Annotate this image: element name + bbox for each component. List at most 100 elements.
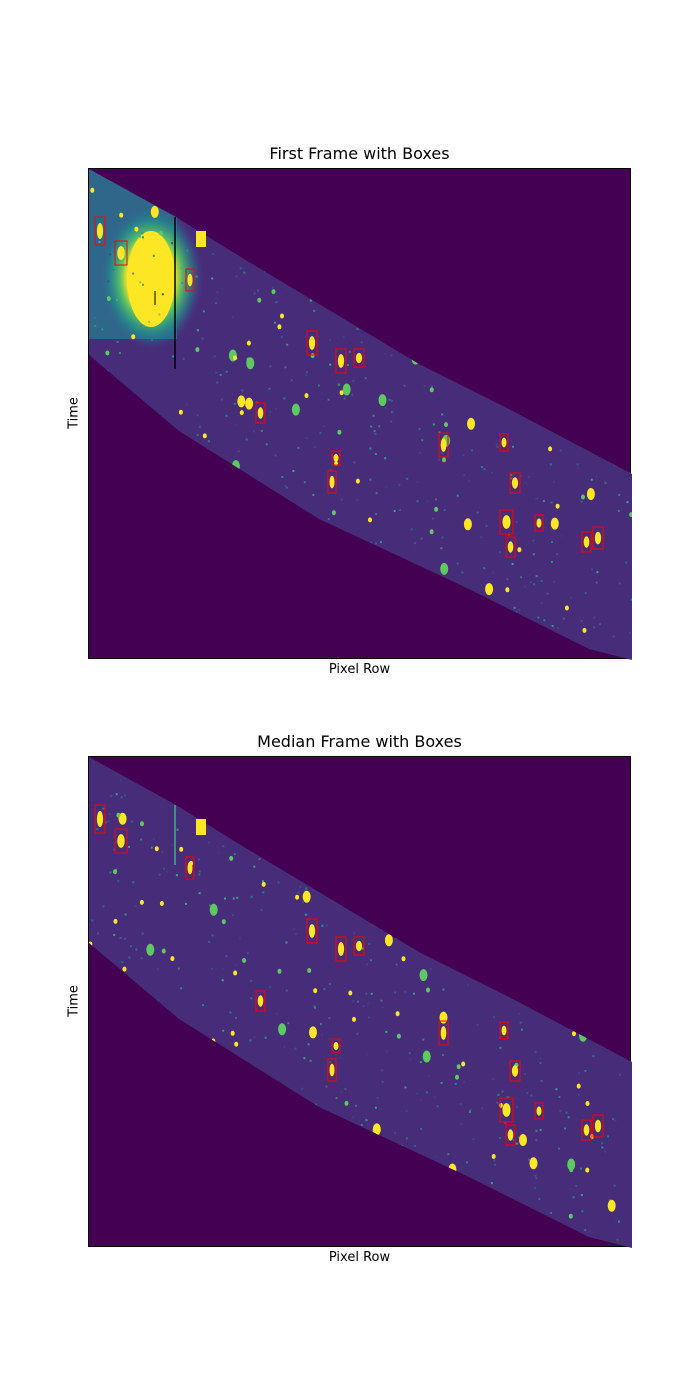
noise-speckle <box>275 301 278 304</box>
x-axis-label: Pixel Row <box>328 1250 391 1265</box>
star-source <box>280 596 285 602</box>
noise-speckle <box>615 932 618 935</box>
noise-speckle <box>235 964 238 967</box>
noise-speckle <box>196 329 199 332</box>
boxed-source <box>440 438 447 452</box>
noise-speckle <box>599 969 602 972</box>
noise-speckle <box>425 1091 428 1094</box>
noise-speckle <box>457 1207 460 1210</box>
noise-speckle <box>172 795 175 798</box>
noise-speckle <box>491 867 493 869</box>
noise-speckle <box>144 759 147 762</box>
noise-speckle <box>197 776 200 779</box>
noise-speckle <box>615 1217 618 1220</box>
noise-speckle <box>208 841 210 844</box>
noise-speckle <box>609 915 612 918</box>
noise-speckle <box>209 205 212 208</box>
noise-speckle <box>580 619 583 622</box>
noise-speckle <box>94 316 96 319</box>
noise-speckle <box>548 192 551 195</box>
star-source <box>470 776 475 782</box>
noise-speckle <box>177 232 180 235</box>
star-source <box>215 559 224 572</box>
noise-speckle <box>331 1220 334 1223</box>
noise-speckle <box>623 381 626 384</box>
star-source <box>289 217 294 223</box>
noise-speckle <box>482 757 485 760</box>
noise-speckle <box>399 509 401 512</box>
star-source <box>390 184 395 190</box>
detection-box <box>581 531 592 553</box>
star-source <box>426 987 430 993</box>
noise-speckle <box>186 177 189 180</box>
chart-title: Median Frame with Boxes <box>257 732 462 751</box>
noise-speckle <box>139 1094 142 1097</box>
star-source <box>271 289 276 295</box>
noise-speckle <box>618 1073 621 1076</box>
noise-speckle <box>343 769 346 772</box>
noise-speckle <box>374 513 377 516</box>
noise-speckle <box>454 608 457 611</box>
noise-speckle <box>607 777 610 779</box>
noise-speckle <box>176 828 179 831</box>
noise-speckle <box>201 1236 203 1239</box>
noise-speckle <box>443 311 446 314</box>
noise-speckle <box>118 352 121 354</box>
noise-speckle <box>508 931 511 934</box>
noise-speckle <box>436 1200 439 1203</box>
noise-speckle <box>493 1016 495 1019</box>
noise-speckle <box>177 435 180 438</box>
noise-speckle <box>227 644 230 647</box>
noise-speckle <box>527 476 530 479</box>
star-source <box>134 226 139 232</box>
noise-speckle <box>121 320 124 323</box>
star-source <box>459 1245 464 1248</box>
noise-speckle <box>518 1079 521 1082</box>
star-source <box>119 1003 128 1016</box>
noise-speckle <box>116 298 118 301</box>
noise-speckle <box>580 500 583 503</box>
noise-speckle <box>469 1109 472 1112</box>
noise-speckle <box>280 335 283 338</box>
noise-speckle <box>184 902 187 905</box>
noise-speckle <box>540 579 543 582</box>
noise-speckle <box>268 603 271 606</box>
star-source <box>128 1215 133 1220</box>
noise-speckle <box>175 621 178 624</box>
noise-speckle <box>567 1116 570 1119</box>
noise-speckle <box>437 458 440 461</box>
noise-speckle <box>495 951 498 954</box>
noise-speckle <box>210 225 213 228</box>
noise-speckle <box>228 1196 231 1199</box>
noise-speckle <box>286 486 288 489</box>
noise-speckle <box>520 1028 523 1031</box>
noise-speckle <box>366 1153 368 1156</box>
noise-speckle <box>107 280 110 283</box>
noise-speckle <box>535 907 538 910</box>
noise-speckle <box>614 463 617 466</box>
noise-speckle <box>277 881 280 884</box>
noise-speckle <box>558 347 561 350</box>
noise-speckle <box>388 398 391 401</box>
noise-speckle <box>250 895 253 898</box>
noise-speckle <box>198 892 201 895</box>
star-source <box>309 1026 317 1039</box>
noise-speckle <box>297 891 300 894</box>
noise-speckle <box>328 338 331 341</box>
noise-speckle <box>387 608 390 610</box>
noise-speckle <box>98 241 101 243</box>
star-source <box>113 869 117 875</box>
noise-speckle <box>461 571 464 574</box>
noise-speckle <box>607 328 610 331</box>
noise-speckle <box>207 763 210 765</box>
noise-speckle <box>235 423 238 426</box>
noise-speckle <box>481 757 483 760</box>
noise-speckle <box>209 650 212 653</box>
star-source <box>124 1210 129 1216</box>
noise-speckle <box>336 1135 339 1138</box>
noise-speckle <box>101 452 104 454</box>
noise-speckle <box>555 292 558 295</box>
noise-speckle <box>405 852 408 855</box>
star-source <box>371 898 380 911</box>
noise-speckle <box>166 870 169 873</box>
